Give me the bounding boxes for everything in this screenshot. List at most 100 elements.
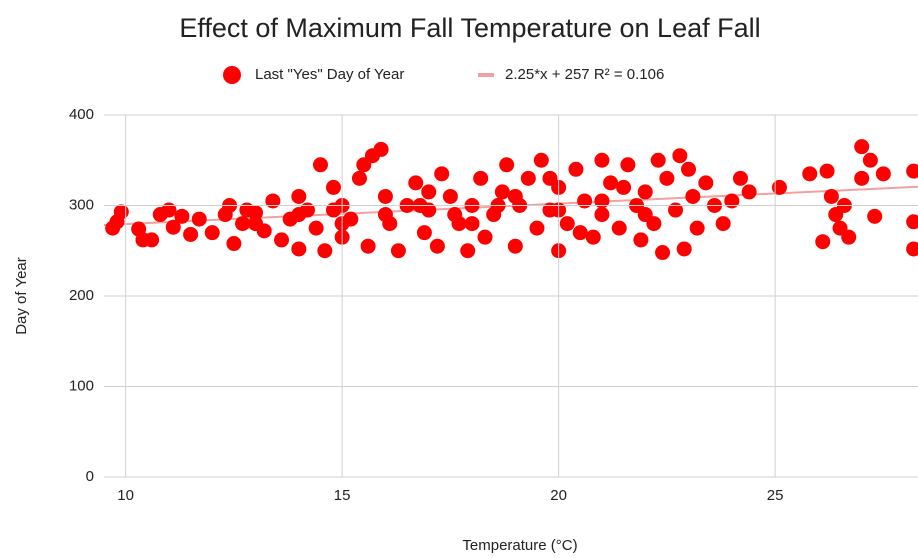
data-point: [689, 220, 705, 236]
data-point: [174, 208, 190, 224]
data-point: [802, 166, 818, 182]
data-point: [815, 234, 831, 250]
data-point: [685, 188, 701, 204]
legend-label: 2.25*x + 257 R² = 0.106: [505, 66, 664, 83]
y-tick-label: 300: [69, 196, 94, 213]
data-point: [906, 163, 918, 179]
data-point: [325, 179, 341, 195]
data-point: [650, 152, 666, 168]
data-point: [248, 216, 264, 232]
data-point: [291, 207, 307, 223]
data-point: [616, 179, 632, 195]
data-point: [724, 193, 740, 209]
data-point: [568, 161, 584, 177]
data-point: [351, 170, 367, 186]
y-tick-label: 200: [69, 287, 94, 304]
data-point: [672, 148, 688, 164]
data-point: [390, 243, 406, 259]
data-point: [183, 226, 199, 242]
data-point: [265, 193, 281, 209]
data-point: [447, 207, 463, 223]
data-point: [529, 220, 545, 236]
data-point: [906, 241, 918, 257]
chart-title: Effect of Maximum Fall Temperature on Le…: [179, 13, 760, 43]
data-point: [637, 184, 653, 200]
data-point: [715, 216, 731, 232]
data-point: [312, 157, 328, 173]
data-point: [429, 238, 445, 254]
data-point: [421, 184, 437, 200]
data-point: [620, 157, 636, 173]
legend-marker: [223, 66, 241, 84]
x-axis-label: Temperature (°C): [462, 537, 577, 554]
data-point: [507, 188, 523, 204]
data-point: [698, 175, 714, 191]
data-point: [906, 214, 918, 230]
data-point: [594, 193, 610, 209]
data-point: [577, 193, 593, 209]
data-point: [854, 139, 870, 155]
y-tick-label: 100: [69, 377, 94, 394]
data-point: [603, 175, 619, 191]
data-point: [235, 216, 251, 232]
data-point: [239, 202, 255, 218]
data-point: [434, 166, 450, 182]
data-point: [542, 170, 558, 186]
data-point: [676, 241, 692, 257]
data-point: [611, 220, 627, 236]
data-point: [655, 245, 671, 261]
data-point: [308, 220, 324, 236]
x-tick-label: 25: [767, 487, 784, 504]
data-point: [226, 236, 242, 252]
data-point: [113, 204, 129, 220]
data-point: [460, 243, 476, 259]
data-point: [771, 179, 787, 195]
data-point: [291, 241, 307, 257]
y-axis-label: Day of Year: [13, 257, 30, 335]
data-point: [377, 188, 393, 204]
y-tick-label: 400: [69, 106, 94, 123]
data-point: [373, 141, 389, 157]
data-point: [360, 238, 376, 254]
data-point: [862, 152, 878, 168]
data-point: [499, 157, 515, 173]
data-point: [520, 170, 536, 186]
data-point: [442, 188, 458, 204]
data-point: [377, 207, 393, 223]
data-point: [585, 229, 601, 245]
data-point: [325, 202, 341, 218]
data-point: [867, 208, 883, 224]
data-point: [668, 202, 684, 218]
data-point: [477, 229, 493, 245]
data-point: [204, 225, 220, 241]
data-point: [165, 219, 181, 235]
data-point: [494, 184, 510, 200]
legend-label: Last "Yes" Day of Year: [255, 66, 404, 83]
data-point: [741, 184, 757, 200]
data-point: [416, 225, 432, 241]
data-point: [659, 170, 675, 186]
data-point: [819, 163, 835, 179]
data-point: [507, 238, 523, 254]
data-point: [594, 207, 610, 223]
data-point: [559, 216, 575, 232]
data-point: [291, 188, 307, 204]
data-point: [875, 166, 891, 182]
data-point: [594, 152, 610, 168]
data-point: [732, 170, 748, 186]
data-point: [274, 232, 290, 248]
data-point: [841, 229, 857, 245]
data-point: [464, 216, 480, 232]
data-point: [408, 175, 424, 191]
data-point: [191, 211, 207, 227]
data-point: [473, 170, 489, 186]
data-point: [161, 202, 177, 218]
x-tick-label: 15: [334, 487, 351, 504]
y-tick-label: 0: [86, 468, 94, 485]
data-point: [317, 243, 333, 259]
data-point: [681, 161, 697, 177]
data-point: [572, 225, 588, 241]
plot-area: [104, 139, 918, 261]
x-tick-label: 10: [117, 487, 134, 504]
